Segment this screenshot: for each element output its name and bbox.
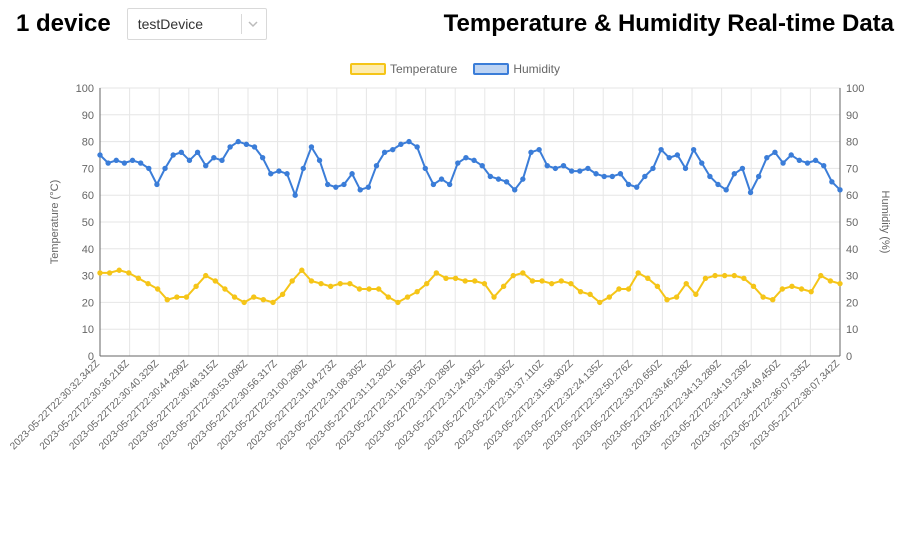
svg-text:70: 70 [82,163,94,175]
legend-item-humidity[interactable]: Humidity [473,62,560,76]
svg-text:50: 50 [846,217,858,229]
svg-text:40: 40 [82,244,94,256]
svg-text:90: 90 [82,110,94,122]
chart-legend: Temperature Humidity [0,62,910,76]
svg-text:20: 20 [82,297,94,309]
svg-text:100: 100 [76,83,94,95]
legend-swatch-humidity [473,63,509,75]
svg-text:10: 10 [846,324,858,336]
svg-text:80: 80 [82,137,94,149]
svg-text:10: 10 [82,324,94,336]
svg-text:100: 100 [846,83,864,95]
legend-item-temperature[interactable]: Temperature [350,62,457,76]
line-chart: 0010102020303040405050606070708080909010… [0,76,910,546]
svg-text:90: 90 [846,110,858,122]
svg-text:70: 70 [846,163,858,175]
svg-text:60: 60 [82,190,94,202]
svg-text:0: 0 [846,351,852,363]
svg-text:Temperature (°C): Temperature (°C) [49,180,61,264]
svg-text:80: 80 [846,137,858,149]
svg-text:30: 30 [846,271,858,283]
device-select[interactable]: testDevice [127,8,267,40]
legend-swatch-temperature [350,63,386,75]
legend-label-humidity: Humidity [513,62,560,76]
svg-text:20: 20 [846,297,858,309]
svg-text:60: 60 [846,190,858,202]
svg-text:Humidity (%): Humidity (%) [879,191,891,254]
page-title: Temperature & Humidity Real-time Data [444,10,894,38]
svg-text:30: 30 [82,271,94,283]
device-count-label: 1 device [16,10,111,38]
legend-label-temperature: Temperature [390,62,457,76]
svg-text:40: 40 [846,244,858,256]
device-select-value: testDevice [138,16,203,32]
svg-text:50: 50 [82,217,94,229]
chevron-down-icon [241,14,261,34]
